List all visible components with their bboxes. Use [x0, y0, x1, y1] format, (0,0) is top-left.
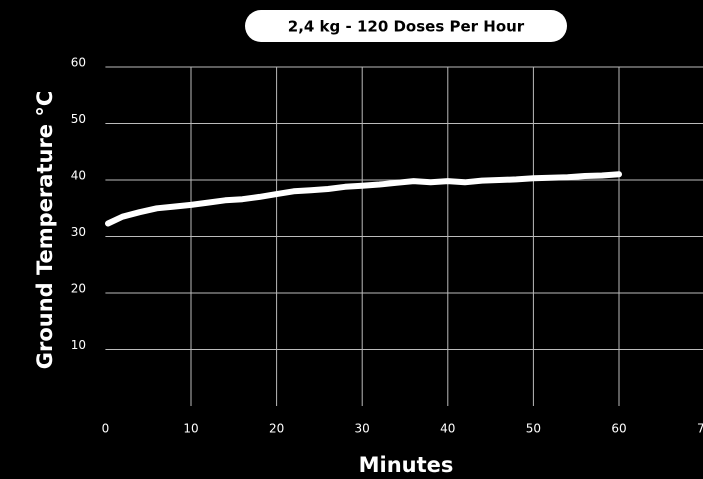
data-line — [105, 171, 622, 227]
x-tick-label: 0 — [102, 422, 110, 436]
x-axis-label: Minutes — [359, 453, 454, 477]
y-tick-label: 50 — [71, 112, 86, 126]
x-tick-label: 10 — [183, 422, 198, 436]
x-tick-label: 20 — [269, 422, 284, 436]
y-axis-label: Ground Temperature °C — [33, 91, 57, 370]
y-tick-label: 40 — [71, 169, 86, 183]
y-tick-label: 10 — [71, 338, 86, 352]
x-tick-label: 70 — [697, 422, 703, 436]
x-tick-label: 50 — [526, 422, 541, 436]
chart-title: 2,4 kg - 120 Doses Per Hour — [288, 18, 525, 36]
y-tick-label: 20 — [71, 282, 86, 296]
title-pill — [245, 10, 567, 42]
x-tick-label: 60 — [611, 422, 626, 436]
y-tick-label: 60 — [71, 56, 86, 70]
y-tick-label: 30 — [71, 225, 86, 239]
x-tick-label: 30 — [355, 422, 370, 436]
x-tick-label: 40 — [440, 422, 455, 436]
